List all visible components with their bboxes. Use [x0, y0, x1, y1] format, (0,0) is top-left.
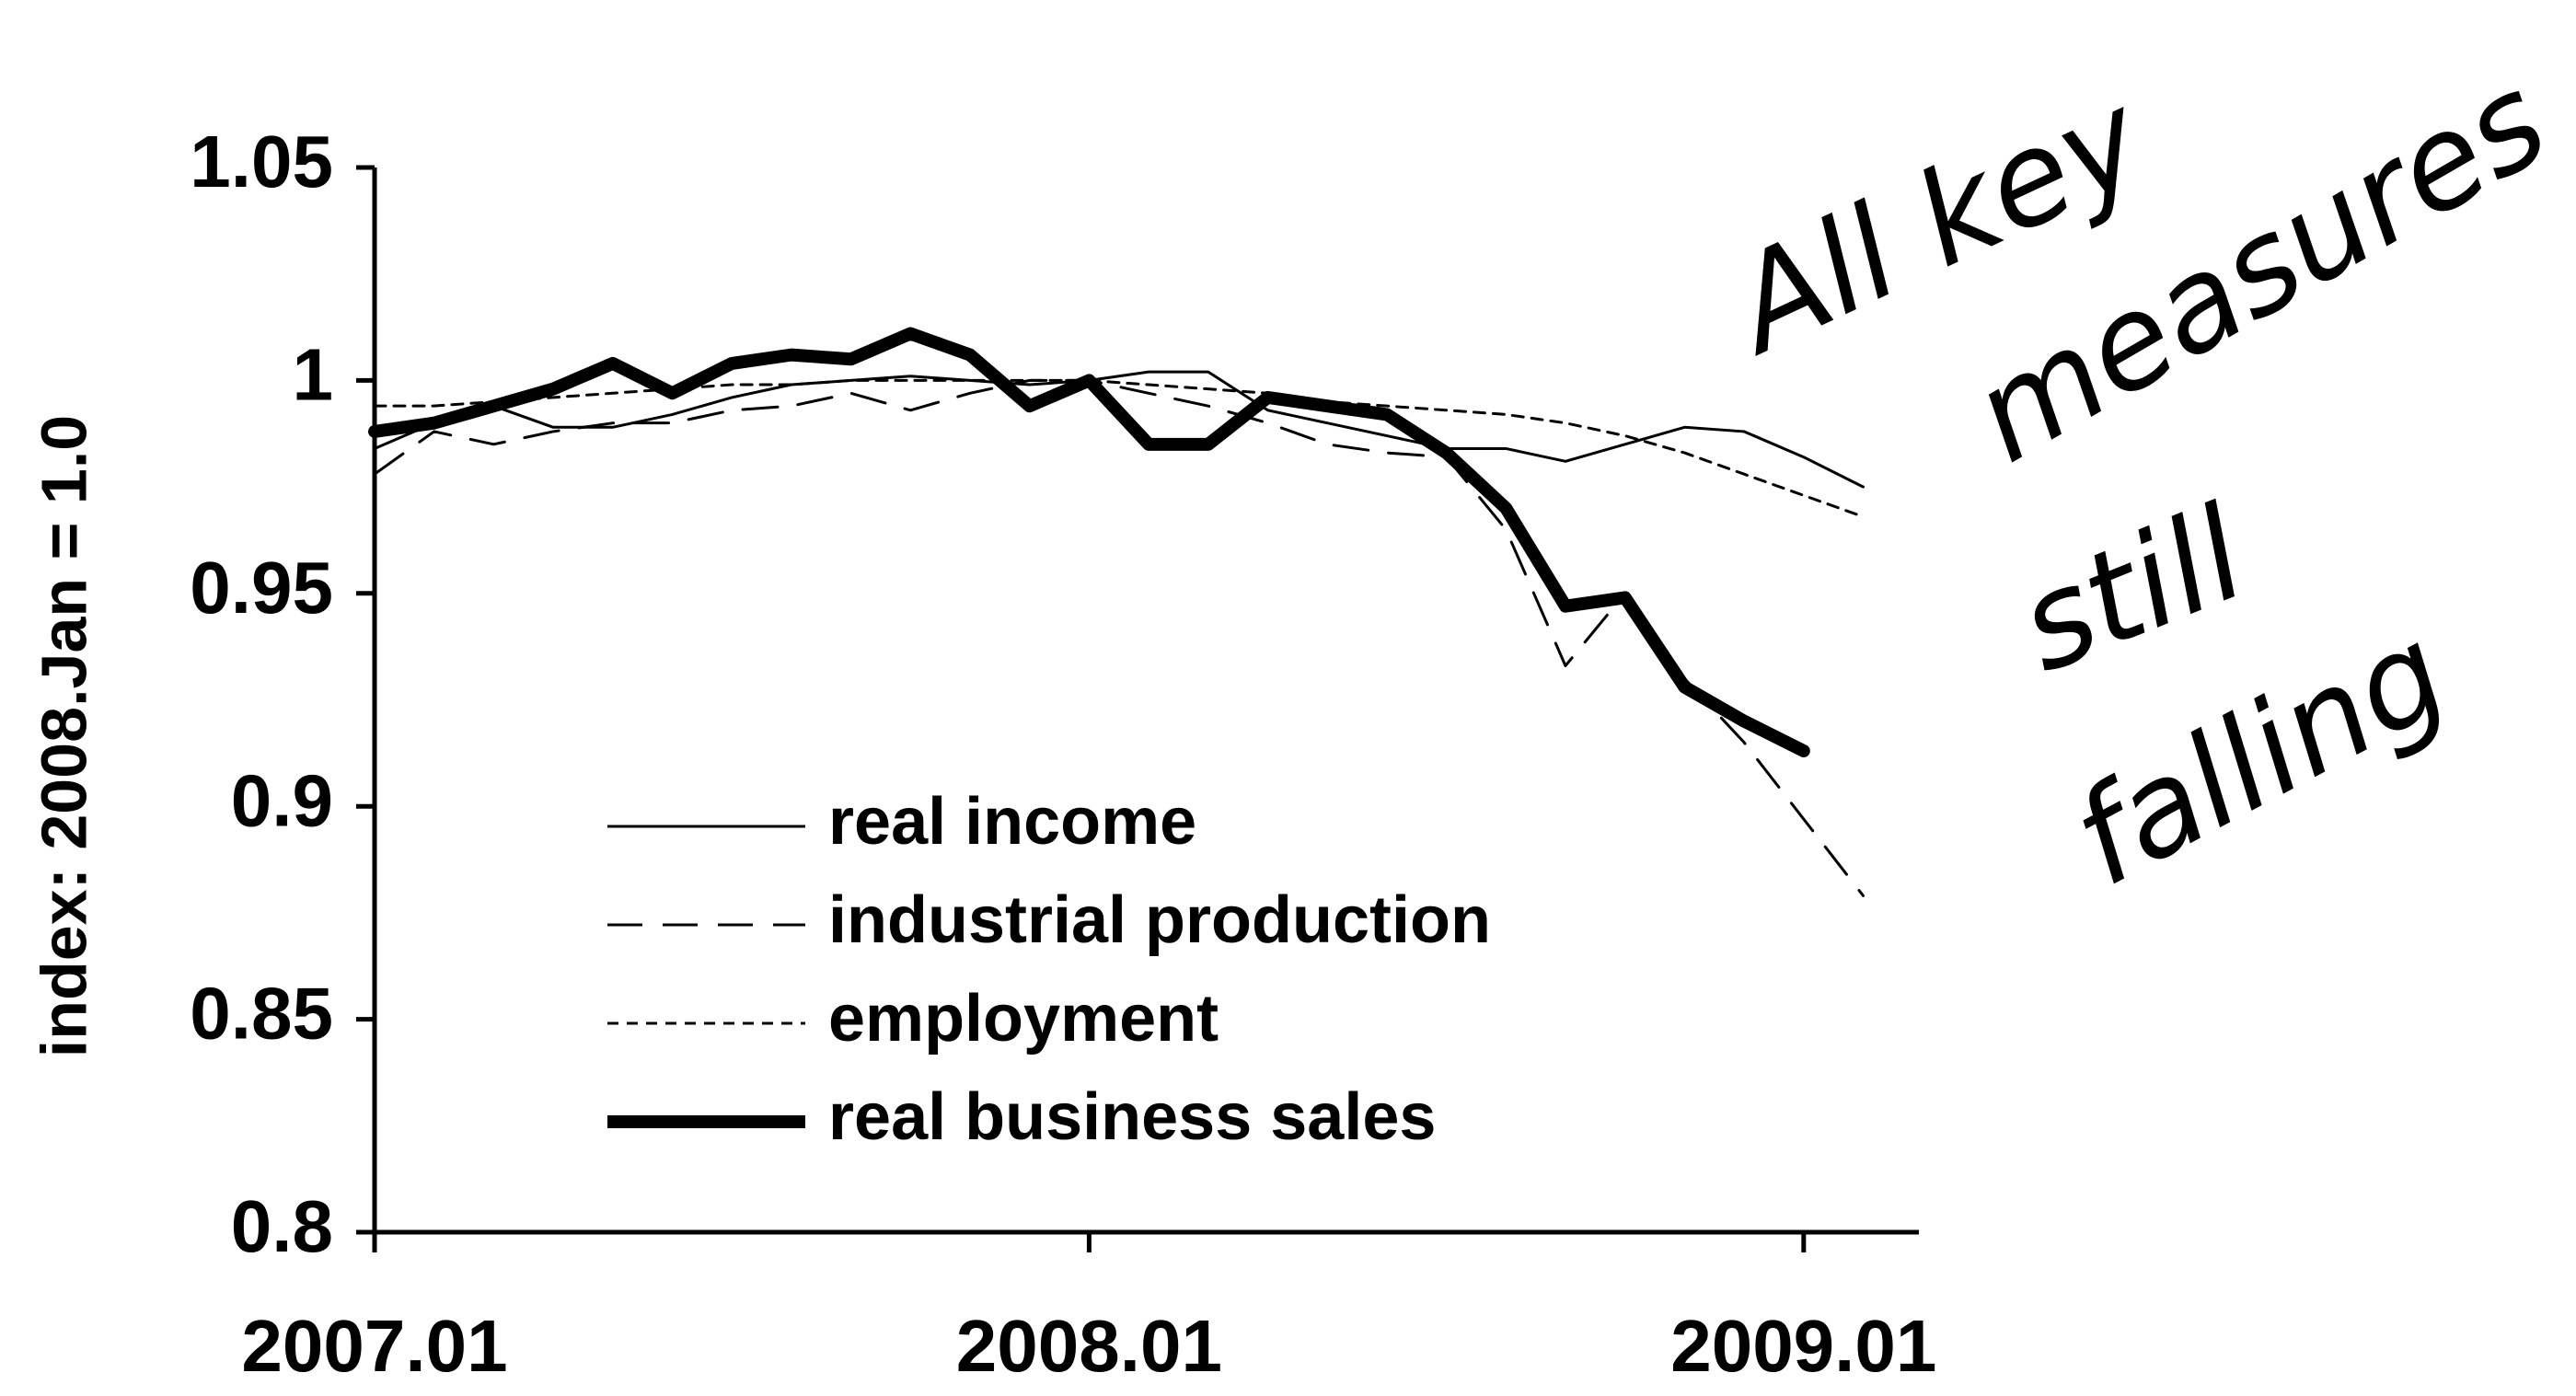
- legend-label: industrial production: [828, 883, 1491, 957]
- y-tick-label: 0.8: [231, 1185, 333, 1267]
- x-tick-label: 2009.01: [1670, 1305, 1936, 1387]
- x-tick-label: 2007.01: [241, 1305, 507, 1387]
- y-axis-label: index: 2008.Jan = 1.0: [28, 415, 99, 1057]
- y-tick-label: 0.95: [190, 547, 333, 629]
- legend-label: real income: [828, 785, 1196, 859]
- legend-label: real business sales: [828, 1080, 1436, 1154]
- series-line: [368, 327, 1810, 758]
- annotation: still: [2000, 479, 2265, 702]
- legend-label: employment: [828, 982, 1219, 1056]
- y-tick-label: 1: [293, 334, 334, 416]
- y-tick-label: 0.85: [190, 973, 333, 1055]
- series-line: [373, 378, 1865, 518]
- series-line: [373, 370, 1865, 489]
- y-tick-label: 0.9: [231, 759, 333, 841]
- x-tick-label: 2008.01: [956, 1305, 1222, 1387]
- y-tick-label: 1.05: [190, 121, 333, 202]
